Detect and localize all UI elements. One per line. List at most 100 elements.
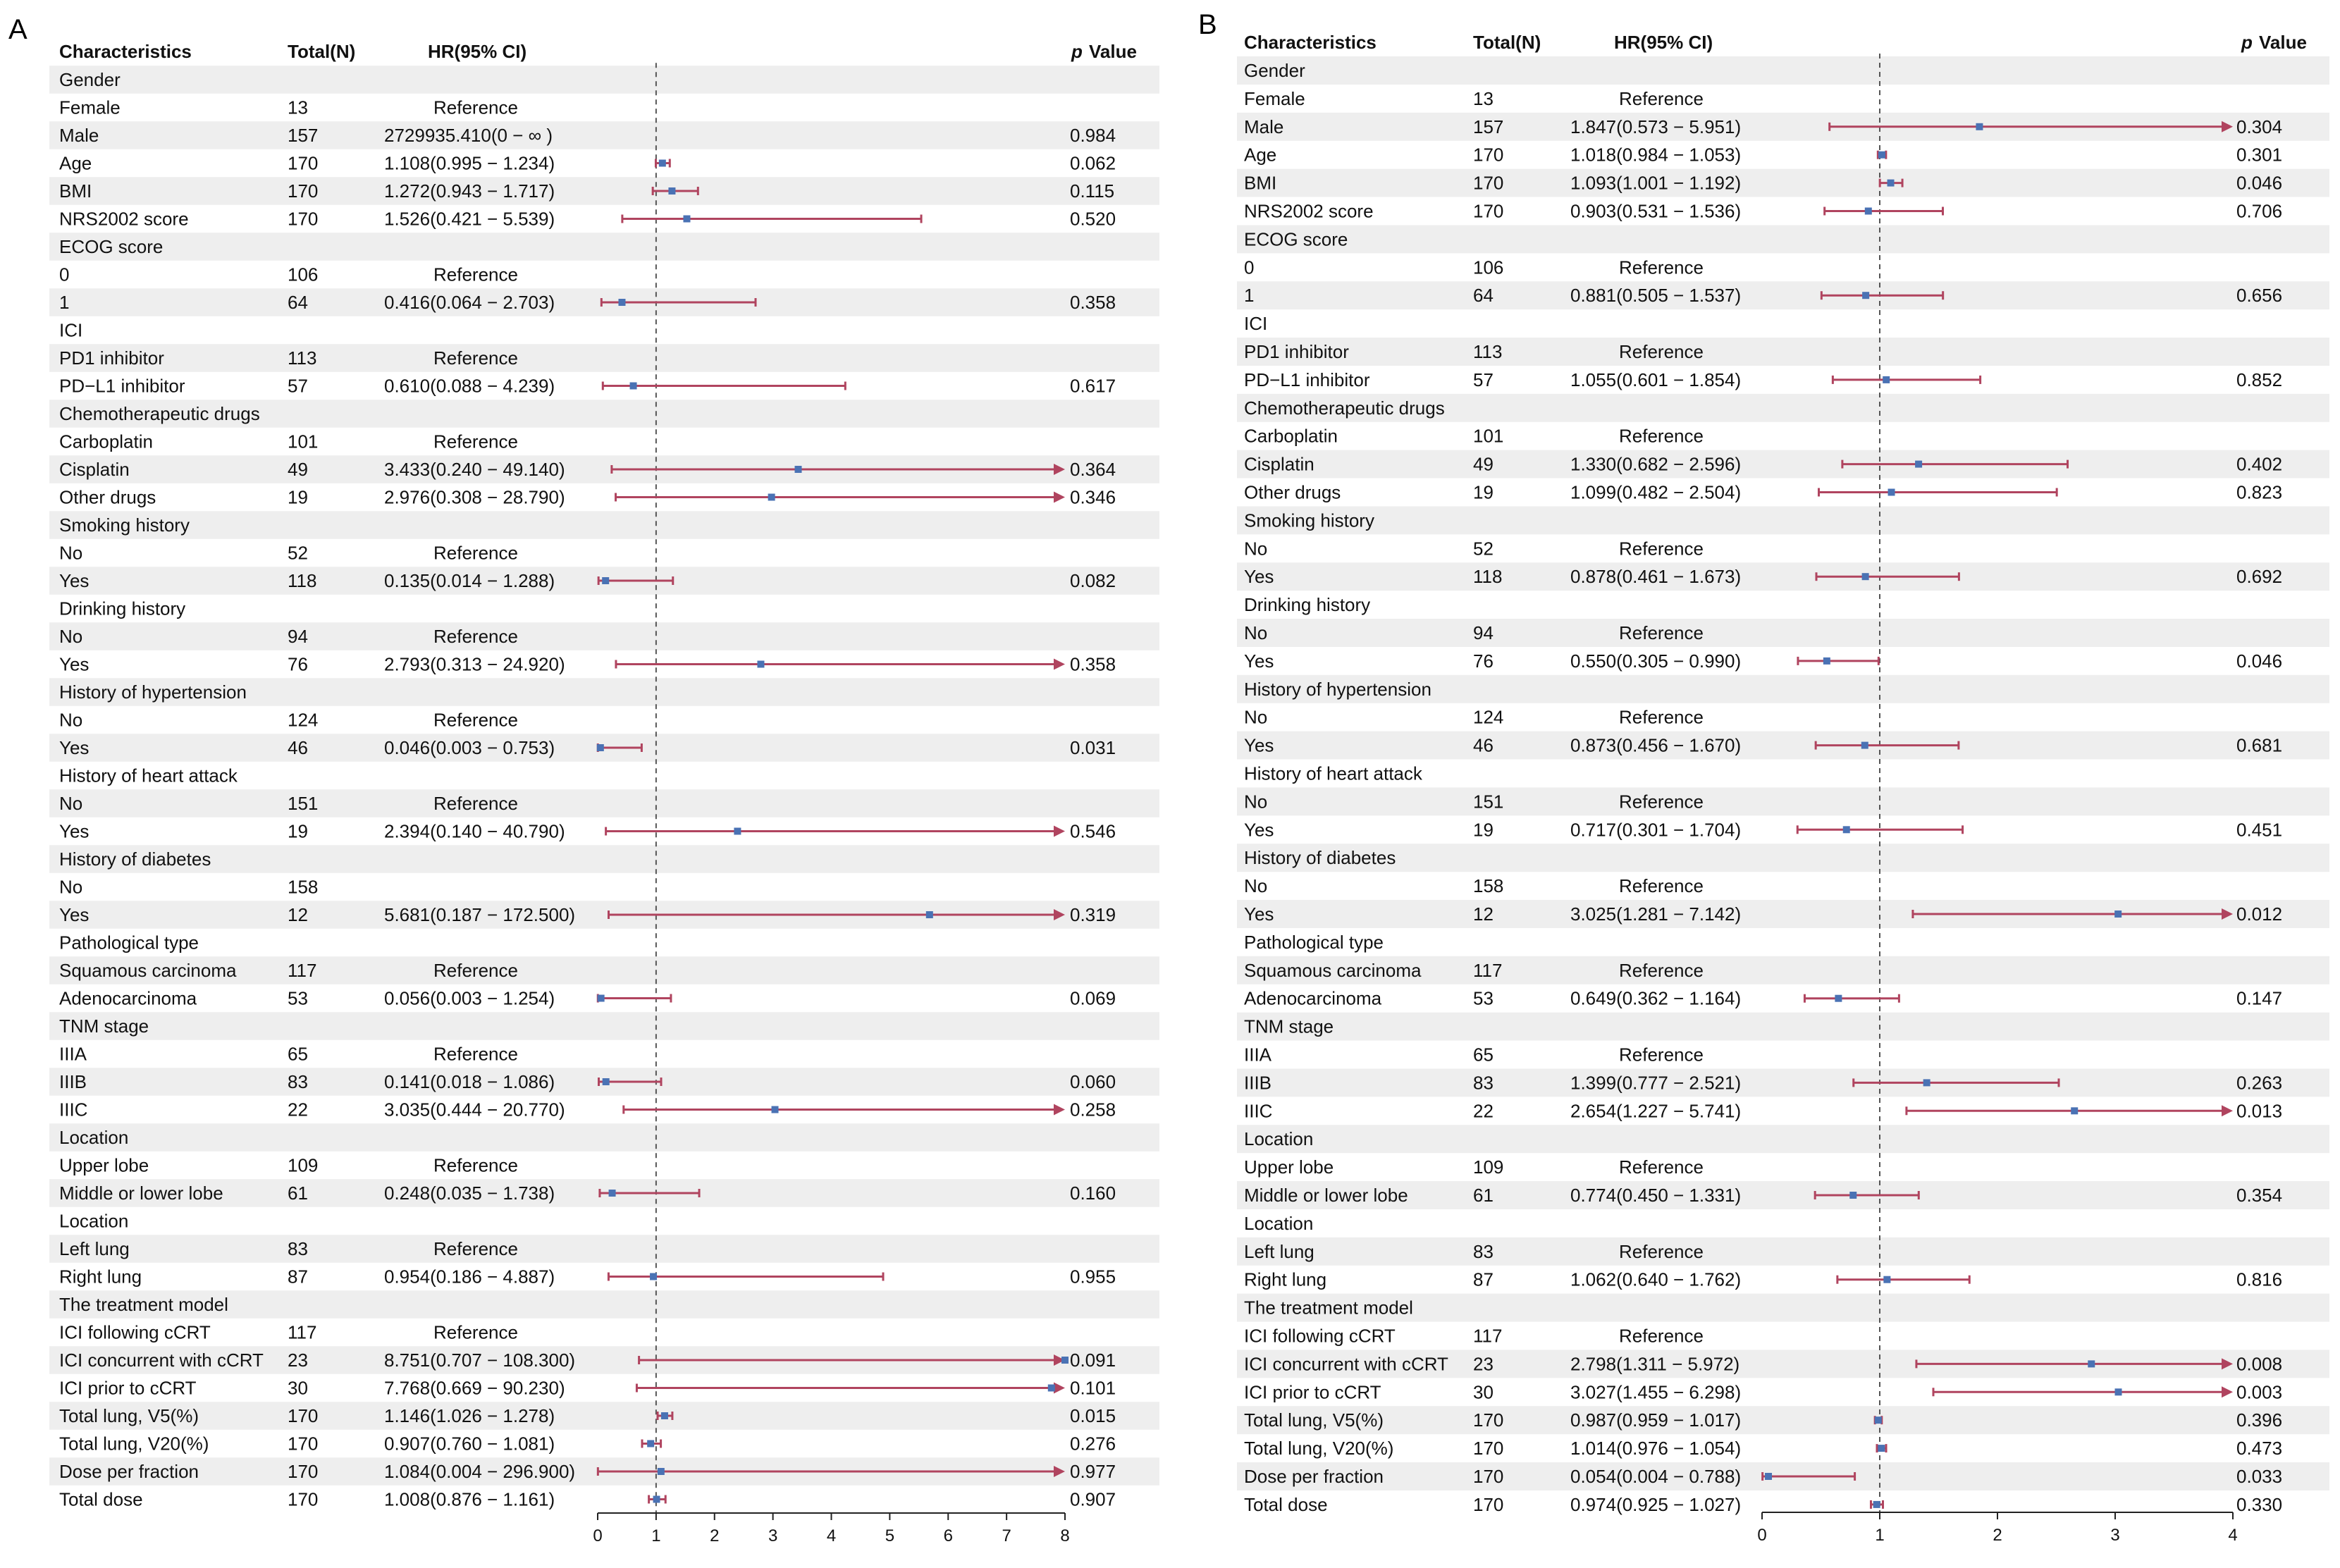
row-hr-reference: Reference — [1619, 257, 1704, 278]
x-tick-label: 2 — [710, 1526, 719, 1545]
row-label: Yes — [1244, 819, 1274, 840]
row-total-n: 76 — [288, 654, 308, 675]
ci-mark — [600, 298, 757, 307]
ci-mark — [1876, 1444, 1888, 1453]
row-hr-reference: Reference — [1619, 960, 1704, 981]
row-shade — [1237, 225, 2329, 254]
group-label: Smoking history — [59, 514, 190, 536]
row-p-value: 0.060 — [1070, 1071, 1116, 1092]
column-header-p: p — [2241, 32, 2253, 53]
row-hr-reference: Reference — [1619, 875, 1704, 896]
row-label: PD1 inhibitor — [1244, 341, 1349, 362]
hr-point — [794, 466, 802, 473]
ci-mark — [597, 576, 675, 585]
ci-mark — [622, 1104, 1065, 1116]
row-total-n: 170 — [1473, 1494, 1503, 1515]
row-hr-ci: 5.681(0.187 − 172.500) — [384, 904, 575, 925]
row-total-n: 22 — [1473, 1100, 1494, 1121]
hr-point — [657, 1468, 665, 1475]
row-hr-reference: Reference — [433, 431, 518, 452]
hr-point — [734, 827, 741, 835]
ci-mark — [1814, 741, 1960, 750]
row-label: Carboplatin — [1244, 426, 1338, 447]
hr-point — [602, 577, 610, 584]
row-label: BMI — [1244, 173, 1276, 194]
row-label: No — [59, 710, 82, 731]
row-total-n: 170 — [1473, 1466, 1503, 1487]
ci-mark — [596, 1466, 1065, 1477]
row-hr-ci: 0.046(0.003 − 0.753) — [384, 737, 555, 758]
row-total-n: 13 — [288, 97, 308, 118]
hr-point — [596, 744, 604, 751]
row-hr-ci: 0.881(0.505 − 1.537) — [1570, 285, 1741, 306]
hr-point — [925, 911, 933, 918]
row-label: No — [1244, 707, 1267, 728]
row-hr-reference: Reference — [433, 1044, 518, 1065]
row-hr-reference: Reference — [433, 1155, 518, 1176]
row-p-value: 0.101 — [1070, 1378, 1116, 1399]
x-tick-label: 3 — [2110, 1526, 2119, 1545]
row-total-n: 151 — [1473, 791, 1503, 812]
row-hr-ci: 0.974(0.925 − 1.027) — [1570, 1494, 1741, 1515]
row-total-n: 124 — [1473, 707, 1503, 728]
x-tick-label: 8 — [1060, 1526, 1069, 1545]
row-hr-reference: Reference — [433, 793, 518, 814]
row-label: ICI following cCRT — [59, 1322, 211, 1343]
column-header-characteristics: Characteristics — [59, 41, 192, 62]
row-p-value: 0.091 — [1070, 1350, 1116, 1371]
row-shade — [1237, 956, 2329, 984]
row-total-n: 12 — [1473, 903, 1494, 925]
row-label: 1 — [1244, 285, 1254, 306]
ci-mark — [615, 658, 1065, 670]
row-total-n: 52 — [288, 543, 308, 564]
row-p-value: 0.115 — [1070, 180, 1114, 202]
ci-arrow-high — [2222, 908, 2233, 920]
forest-plot-panel-a: A Characteristics Total(N) HR(95% CI) p Value… — [8, 14, 1159, 1545]
row-label: Left lung — [59, 1238, 130, 1259]
row-label: Total dose — [59, 1489, 143, 1510]
hr-point — [771, 1106, 779, 1113]
row-hr-reference: Reference — [433, 543, 518, 564]
ci-mark — [656, 1412, 674, 1420]
row-hr-reference: Reference — [1619, 1044, 1704, 1066]
x-tick-label: 0 — [593, 1526, 602, 1545]
hr-point — [757, 660, 765, 668]
row-shade — [1237, 619, 2329, 647]
ci-arrow-high — [2222, 1105, 2233, 1117]
ci-mark — [1823, 206, 1945, 216]
row-label: No — [1244, 538, 1267, 559]
group-label: History of hypertension — [59, 681, 247, 703]
row-hr-ci: 0.054(0.004 − 0.788) — [1570, 1466, 1741, 1487]
ci-mark — [1932, 1386, 2233, 1398]
row-label: No — [59, 543, 82, 564]
ci-mark — [610, 464, 1065, 475]
row-shade — [49, 1012, 1159, 1040]
row-label: Total lung, V20(%) — [59, 1433, 209, 1455]
row-p-value: 0.681 — [2236, 735, 2282, 756]
hr-point — [629, 382, 637, 390]
hr-point — [1861, 741, 1868, 749]
hr-point — [668, 187, 676, 195]
ci-mark — [598, 1189, 701, 1197]
panel-letter: A — [8, 14, 27, 45]
row-label: Right lung — [59, 1266, 142, 1288]
group-label: Gender — [1244, 60, 1305, 81]
row-shade — [1237, 674, 2329, 703]
row-total-n: 57 — [288, 376, 308, 397]
row-shade — [1237, 168, 2329, 197]
ci-mark — [596, 743, 643, 752]
hr-point — [1883, 376, 1890, 383]
row-label: BMI — [59, 180, 92, 202]
row-total-n: 101 — [288, 431, 318, 452]
ci-mark — [1828, 121, 2233, 132]
hr-point — [1861, 573, 1869, 581]
row-label: 0 — [1244, 257, 1254, 278]
row-total-n: 170 — [288, 1405, 318, 1426]
ci-mark — [1915, 1358, 2233, 1370]
x-tick-label: 4 — [2228, 1526, 2237, 1545]
ci-mark — [654, 159, 671, 168]
hr-point — [1765, 1473, 1773, 1480]
row-p-value: 0.033 — [2236, 1466, 2282, 1487]
group-label: Chemotherapeutic drugs — [1244, 397, 1445, 419]
x-tick-label: 0 — [1757, 1526, 1766, 1545]
